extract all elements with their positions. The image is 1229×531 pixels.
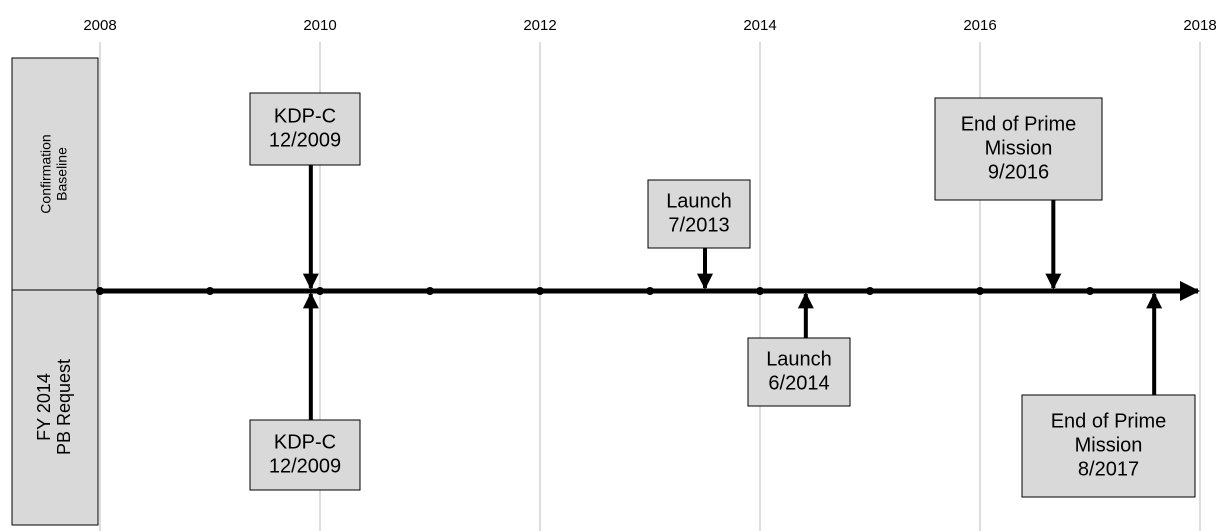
milestone-text: Launch (666, 190, 732, 212)
row-label-text: FY 2014 (34, 373, 54, 441)
milestone-text: Mission (985, 137, 1053, 159)
year-label: 2008 (83, 17, 116, 34)
content: 2008 2010 2012 2014 2016 2018 Confirmation Base… (34, 17, 1217, 498)
milestone-text: 9/2016 (988, 161, 1049, 183)
milestone-box (249, 419, 361, 491)
axis-dot (426, 287, 434, 295)
axis-dot (536, 287, 544, 295)
milestone-text: KDP-C (274, 105, 336, 127)
axis-dot (316, 287, 324, 295)
milestone-text: Mission (1075, 434, 1143, 456)
year-label: 2016 (963, 17, 996, 34)
milestone-text: Launch (766, 348, 832, 370)
milestone-box (249, 92, 361, 166)
milestone-box (934, 97, 1103, 201)
milestone-text: 12/2009 (269, 129, 341, 151)
milestone-box (647, 179, 751, 249)
milestone-text: 12/2009 (269, 455, 341, 477)
milestone-text: 8/2017 (1078, 458, 1139, 480)
row-label: Confirmation Baseline (38, 134, 70, 213)
milestone-text: KDP-C (274, 431, 336, 453)
year-label: 2010 (303, 17, 336, 34)
milestone-text: End of Prime (961, 113, 1077, 135)
row-label-text: Confirmation (38, 134, 54, 213)
milestone-box (747, 337, 851, 407)
milestone-text: 7/2013 (668, 214, 729, 236)
axis-dot (976, 287, 984, 295)
year-label: 2018 (1183, 17, 1216, 34)
milestone-text: End of Prime (1051, 410, 1167, 432)
axis-dot (206, 287, 214, 295)
axis-dot (756, 287, 764, 295)
axis-dot (866, 287, 874, 295)
row-label-box (11, 289, 99, 526)
row-label: FY 2014 PB Request (34, 359, 74, 455)
row-label-text: Baseline (54, 147, 70, 201)
year-label: 2012 (523, 17, 556, 34)
axis-dot (1086, 287, 1094, 295)
milestone-text: 6/2014 (768, 372, 829, 394)
axis-dot (646, 287, 654, 295)
row-label-text: PB Request (54, 359, 74, 455)
axis-dot (96, 287, 104, 295)
year-label: 2014 (743, 17, 776, 34)
milestone-box (1021, 394, 1196, 498)
